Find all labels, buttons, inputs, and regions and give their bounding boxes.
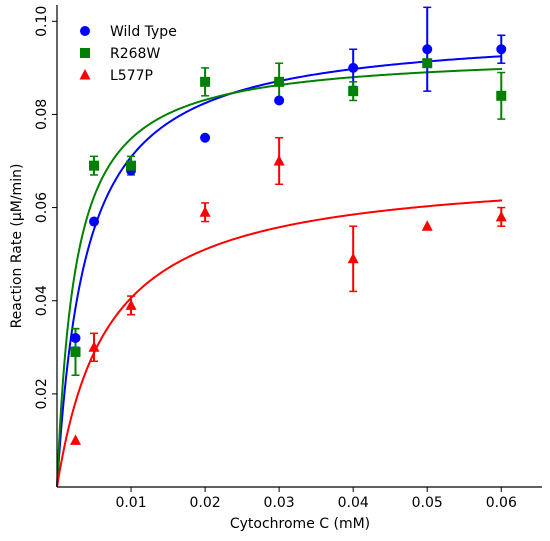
- data-point-circle: [89, 216, 100, 227]
- fit-curve-l577p: [56, 199, 503, 488]
- x-tick-label: 0.06: [486, 495, 517, 511]
- data-point-square: [70, 346, 81, 357]
- data-point-circle: [496, 44, 507, 55]
- y-tick-label: 0.04: [34, 285, 50, 316]
- data-point-triangle: [495, 210, 507, 222]
- data-point-triangle: [347, 252, 359, 264]
- x-tick-label: 0.04: [338, 495, 369, 511]
- data-point-square: [348, 86, 359, 97]
- x-tick-label: 0.01: [115, 495, 146, 511]
- data-point-triangle: [125, 299, 137, 310]
- data-point-square: [126, 160, 137, 171]
- x-tick-label: 0.03: [264, 495, 295, 511]
- data-point-triangle: [70, 434, 82, 445]
- legend-marker-square: [80, 48, 90, 58]
- fit-curves: [56, 55, 503, 488]
- y-tick-label: 0.08: [34, 99, 50, 130]
- data-point-square: [422, 58, 433, 69]
- x-tick-label: 0.02: [190, 495, 221, 511]
- data-point-circle: [348, 62, 359, 73]
- x-ticks: 0.01 0.02 0.03 0.04 0.05 0.06: [115, 487, 517, 511]
- data-point-circle: [200, 132, 211, 143]
- legend-label: L577P: [110, 68, 153, 84]
- y-tick-label: 0.10: [34, 6, 50, 37]
- data-point-triangle: [88, 341, 100, 352]
- legend-marker-triangle: [79, 69, 91, 80]
- data-point-square: [89, 160, 100, 171]
- legend: Wild Type R268W L577P: [79, 24, 177, 84]
- legend-label: Wild Type: [110, 24, 177, 40]
- error-bars: [71, 6, 506, 376]
- data-point-circle: [274, 95, 285, 106]
- legend-label: R268W: [110, 46, 160, 62]
- y-tick-label: 0.02: [34, 378, 50, 409]
- data-point-circle: [422, 44, 433, 55]
- fit-curve-r268w: [56, 67, 503, 488]
- x-tick-label: 0.05: [412, 495, 443, 511]
- y-axis-title: Reaction Rate (µM/min): [9, 164, 25, 329]
- x-axis-title: Cytochrome C (mM): [230, 516, 370, 532]
- fit-curve-wild-type: [56, 55, 503, 488]
- legend-item: Wild Type: [80, 24, 177, 40]
- y-ticks: 0.02 0.04 0.06 0.08 0.10: [34, 6, 57, 409]
- legend-item: R268W: [80, 46, 160, 62]
- data-point-square: [274, 76, 285, 87]
- y-tick-label: 0.06: [34, 192, 50, 223]
- data-point-square: [200, 76, 211, 87]
- axes: [56, 5, 542, 488]
- data-point-triangle: [199, 206, 211, 217]
- data-point-triangle: [273, 155, 285, 166]
- data-markers: [70, 44, 507, 445]
- data-point-square: [496, 90, 507, 101]
- legend-item: L577P: [79, 68, 153, 84]
- data-point-triangle: [421, 220, 433, 231]
- legend-marker-circle: [80, 26, 90, 36]
- data-point-circle: [70, 332, 81, 343]
